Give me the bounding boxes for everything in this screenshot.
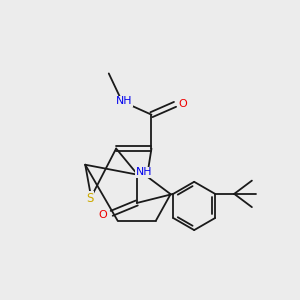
Text: O: O xyxy=(178,99,187,110)
Text: S: S xyxy=(86,192,93,205)
Text: NH: NH xyxy=(116,96,132,106)
Text: O: O xyxy=(98,210,107,220)
Text: NH: NH xyxy=(136,167,152,177)
